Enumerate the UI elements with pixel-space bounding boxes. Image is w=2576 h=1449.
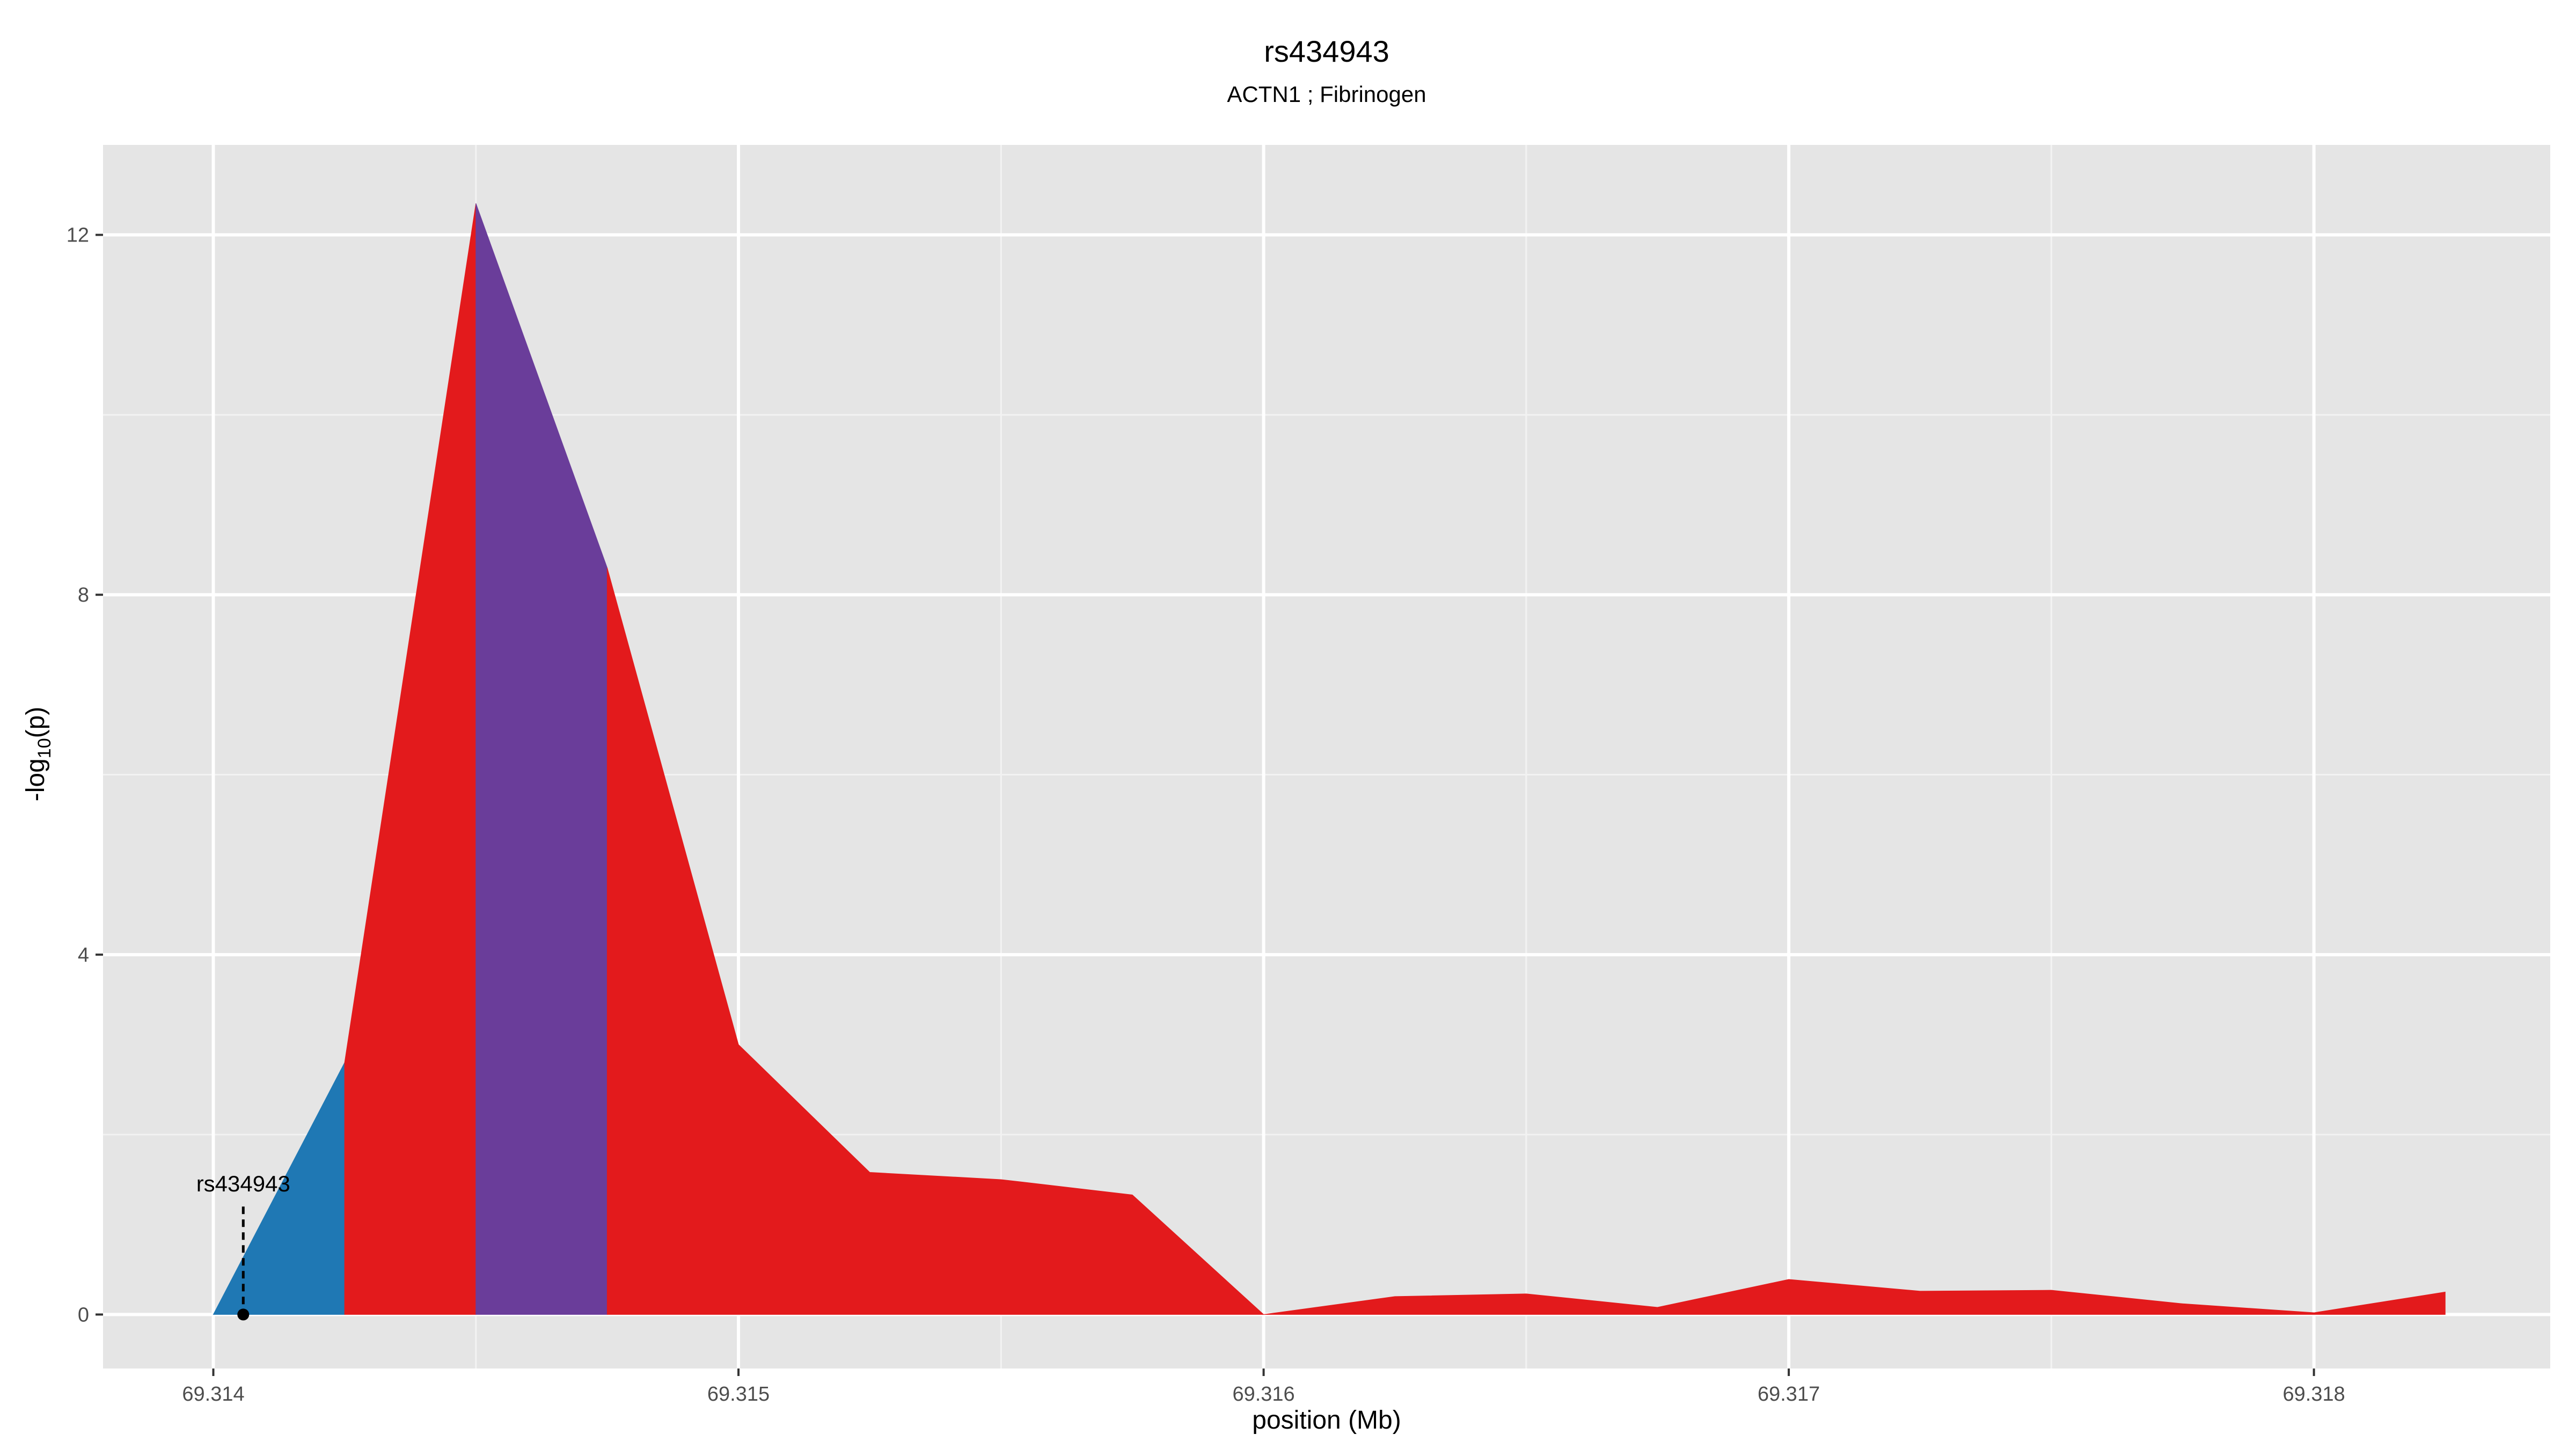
area-segment-4 (606, 567, 2446, 1315)
y-axis-label-subscript: 10 (34, 738, 55, 758)
marker-label: rs434943 (196, 1171, 290, 1196)
y-tick-label: 4 (78, 944, 89, 967)
x-tick-label: 69.315 (707, 1383, 770, 1406)
y-tick-label: 0 (78, 1304, 89, 1326)
chart-title: rs434943 (1264, 34, 1389, 68)
axes: 69.314 69.315 69.316 69.317 69.318 0 4 8 12 (67, 224, 2345, 1406)
y-axis-label: -log10(p) (21, 707, 55, 802)
x-tick-label: 69.314 (182, 1383, 244, 1406)
x-axis-label: position (Mb) (1252, 1406, 1401, 1435)
marker-point (237, 1308, 250, 1321)
area-segments (213, 203, 2446, 1315)
snp-marker: rs434943 (196, 1171, 290, 1321)
y-axis-label-tail: (p) (21, 707, 50, 738)
x-tick-label: 69.318 (2283, 1383, 2345, 1406)
y-tick-label: 8 (78, 584, 89, 606)
x-tick-label: 69.317 (1758, 1383, 1820, 1406)
x-tick-label: 69.316 (1232, 1383, 1294, 1406)
chart-subtitle: ACTN1 ; Fibrinogen (1227, 82, 1426, 107)
y-tick-label: 12 (67, 224, 89, 247)
y-axis-label-main: -log (21, 758, 50, 801)
